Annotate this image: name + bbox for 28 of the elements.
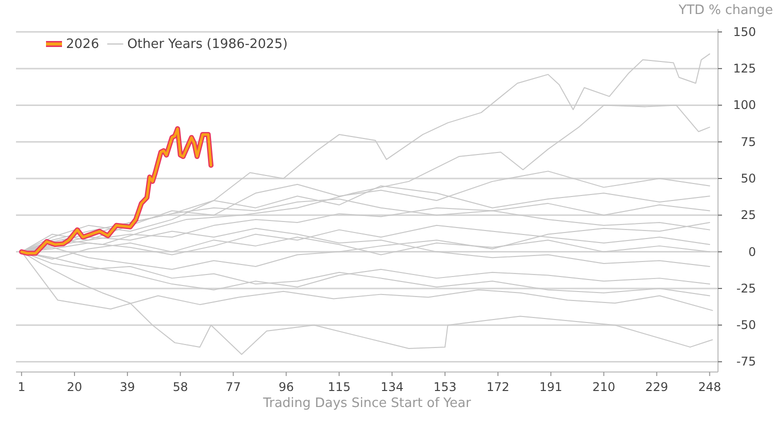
y-tick-label: 150: [733, 24, 756, 39]
x-tick-label: 210: [592, 380, 616, 394]
x-tick-label: 172: [486, 380, 510, 394]
x-tick-label: 39: [120, 380, 136, 394]
x-tick-label: 96: [278, 380, 294, 394]
x-tick-label: 134: [380, 380, 404, 394]
y-tick-label: -50: [736, 318, 756, 332]
y-tick-label: -25: [736, 281, 756, 296]
y-tick-label: 50: [740, 172, 756, 186]
y-tick-label: 0: [748, 244, 756, 259]
y-tick-label: -75: [736, 354, 756, 369]
x-tick-label: 58: [172, 380, 188, 394]
x-tick-label: 153: [434, 380, 456, 394]
x-tick-label: 1: [18, 380, 26, 394]
y-tick-label: 125: [733, 62, 756, 76]
y-tick-label: 25: [740, 208, 756, 222]
x-tick-label: 248: [698, 380, 722, 394]
legend-label: 2026: [66, 37, 100, 52]
legend-label: Other Years (1986-2025): [127, 37, 288, 52]
y-tick-label: 100: [733, 98, 756, 112]
x-tick-label: 115: [328, 380, 351, 394]
x-tick-label: 191: [539, 380, 562, 394]
y-axis-title: YTD % change: [678, 3, 773, 18]
x-axis-title: Trading Days Since Start of Year: [262, 396, 472, 411]
x-tick-label: 77: [226, 380, 241, 394]
x-tick-label: 20: [66, 380, 82, 394]
x-tick-label: 229: [645, 380, 668, 394]
y-tick-label: 75: [740, 134, 756, 149]
